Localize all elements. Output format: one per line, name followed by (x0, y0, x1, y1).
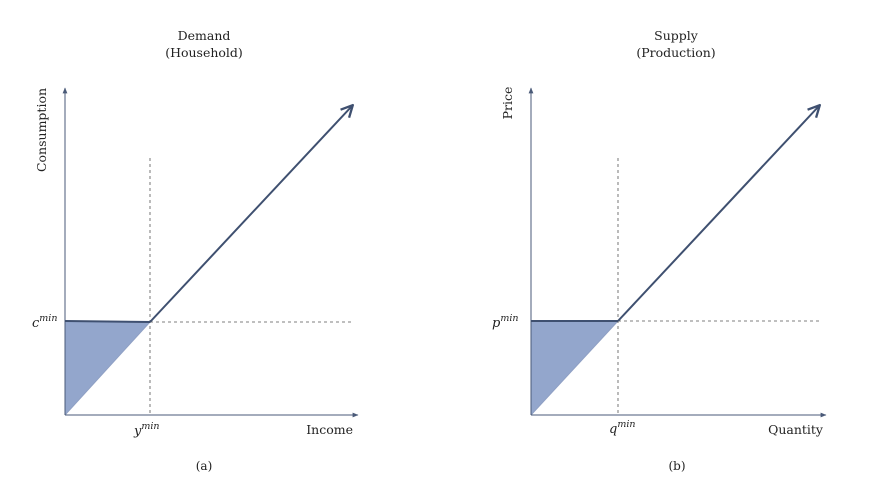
panel-b-x-marker: qmin (609, 419, 636, 437)
panel-b-diagonal-line (530, 320, 619, 416)
panel-a-diagonal-line (64, 321, 151, 416)
panel-a-x-marker: ymin (133, 421, 160, 439)
panel-a-y-label: Consumption (34, 88, 49, 172)
panel-a-y-marker: cmin (32, 313, 57, 331)
panel-b-caption: (b) (668, 459, 685, 473)
panel-b-supply-curve (617, 106, 819, 322)
panel-a-x-label: Income (306, 422, 353, 437)
panel-a-title-line2: (Household) (165, 45, 243, 60)
panel-b-y-marker: pmin (492, 313, 519, 331)
panel-a-caption: (a) (196, 459, 213, 473)
panel-b: Supply (Production) Price Quantity pmin … (492, 28, 827, 473)
panel-a-demand-curve (149, 106, 352, 323)
panel-a-title-line1: Demand (178, 28, 231, 43)
panel-b-y-label: Price (500, 87, 515, 120)
panel-a: Demand (Household) Consumption Income cm… (32, 28, 359, 473)
panel-b-title-line1: Supply (654, 28, 699, 43)
panel-a-flat-segment (64, 320, 151, 323)
panel-b-x-label: Quantity (768, 422, 824, 437)
panel-b-title-line2: (Production) (636, 45, 715, 60)
